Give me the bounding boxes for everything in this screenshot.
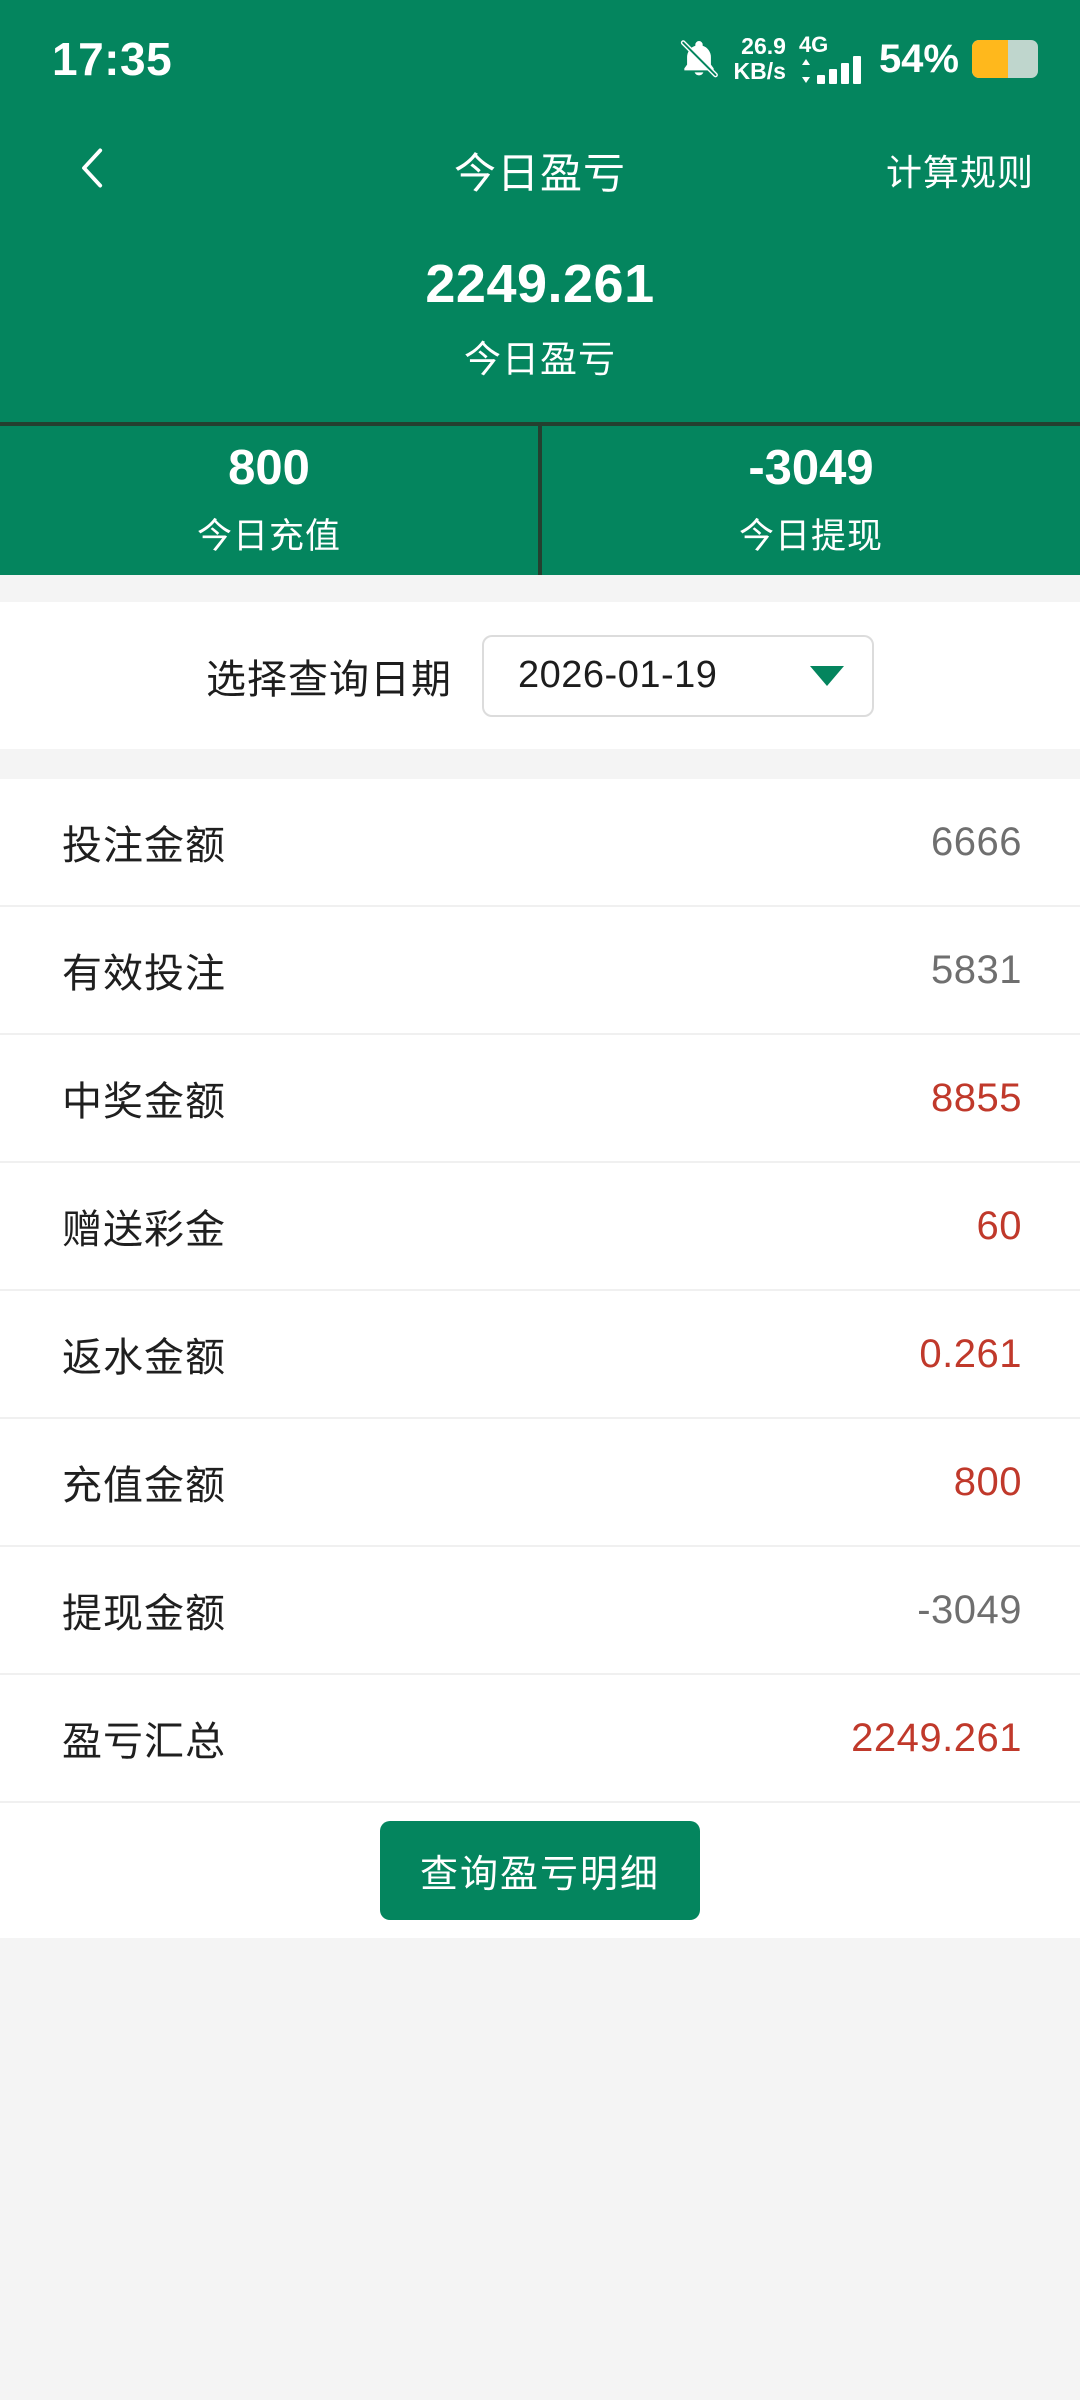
row-value: 60 <box>976 1203 1022 1248</box>
data-transfer-arrows-icon <box>799 58 813 84</box>
battery-fill <box>972 40 1008 78</box>
row-label: 赠送彩金 <box>62 1208 226 1252</box>
row-label: 中奖金额 <box>62 1080 226 1124</box>
status-bar-indicators: 26.9 KB/s 4G <box>677 34 1038 84</box>
query-profit-details-button[interactable]: 查询盈亏明细 <box>379 1821 700 1920</box>
date-picker-label: 选择查询日期 <box>206 657 452 702</box>
table-row: 返水金额 0.261 <box>0 1291 1080 1419</box>
today-stats-row: 800 今日充值 -3049 今日提现 <box>0 422 1080 575</box>
row-value: 2249.261 <box>851 1715 1022 1760</box>
bell-mute-icon <box>677 37 721 81</box>
table-row: 有效投注 5831 <box>0 907 1080 1035</box>
today-profit-summary: 2249.261 今日盈亏 <box>0 222 1080 422</box>
stat-label: 今日提现 <box>738 516 883 556</box>
status-bar: 17:35 26.9 KB/s 4G <box>0 0 1080 118</box>
date-select[interactable]: 2026-01-19 <box>482 634 874 717</box>
stat-today-withdrawal: -3049 今日提现 <box>538 426 1080 575</box>
table-row: 投注金额 6666 <box>0 779 1080 907</box>
network-speed-value: 26.9 <box>741 33 786 59</box>
row-value: 6666 <box>931 819 1022 864</box>
back-button[interactable] <box>50 127 136 213</box>
row-value: -3049 <box>917 1587 1022 1632</box>
navigation-bar: 今日盈亏 计算规则 <box>0 118 1080 222</box>
table-row: 盈亏汇总 2249.261 <box>0 1675 1080 1803</box>
row-label: 盈亏汇总 <box>62 1720 226 1764</box>
table-row: 中奖金额 8855 <box>0 1035 1080 1163</box>
battery-icon <box>972 40 1038 78</box>
today-profit-value: 2249.261 <box>425 253 655 314</box>
signal-indicator: 4G <box>799 34 861 84</box>
row-label: 有效投注 <box>62 952 226 996</box>
battery-percent-label: 54% <box>878 37 959 81</box>
page-background-filler <box>0 1938 1080 2400</box>
stat-label: 今日充值 <box>196 516 341 556</box>
table-row: 充值金额 800 <box>0 1419 1080 1547</box>
stat-value: -3049 <box>748 441 874 496</box>
stat-value: 800 <box>228 441 310 496</box>
signal-bars-icon <box>816 56 861 84</box>
section-gap-top <box>0 575 1080 602</box>
selected-date-value: 2026-01-19 <box>518 654 718 696</box>
row-label: 充值金额 <box>62 1464 226 1508</box>
status-bar-clock: 17:35 <box>52 33 173 85</box>
chevron-left-icon <box>66 141 120 200</box>
row-value: 0.261 <box>919 1331 1022 1376</box>
row-value: 800 <box>953 1459 1022 1504</box>
network-speed-unit: KB/s <box>733 58 786 84</box>
row-label: 投注金额 <box>62 824 226 868</box>
detail-list: 投注金额 6666 有效投注 5831 中奖金额 8855 赠送彩金 60 返水… <box>0 779 1080 1803</box>
calculation-rules-link[interactable]: 计算规则 <box>885 152 1034 193</box>
row-value: 8855 <box>931 1075 1022 1120</box>
row-label: 返水金额 <box>62 1336 226 1380</box>
network-type-label: 4G <box>798 32 829 57</box>
section-gap-middle <box>0 749 1080 779</box>
green-header-region: 17:35 26.9 KB/s 4G <box>0 0 1080 575</box>
stat-today-deposit: 800 今日充值 <box>0 426 538 575</box>
chevron-down-icon <box>810 665 844 686</box>
table-row: 提现金额 -3049 <box>0 1547 1080 1675</box>
row-value: 5831 <box>931 947 1022 992</box>
row-label: 提现金额 <box>62 1592 226 1636</box>
network-speed: 26.9 KB/s <box>734 34 786 84</box>
today-profit-label: 今日盈亏 <box>464 339 616 381</box>
action-section: 查询盈亏明细 <box>0 1803 1080 1938</box>
table-row: 赠送彩金 60 <box>0 1163 1080 1291</box>
date-picker-section: 选择查询日期 2026-01-19 <box>0 602 1080 749</box>
